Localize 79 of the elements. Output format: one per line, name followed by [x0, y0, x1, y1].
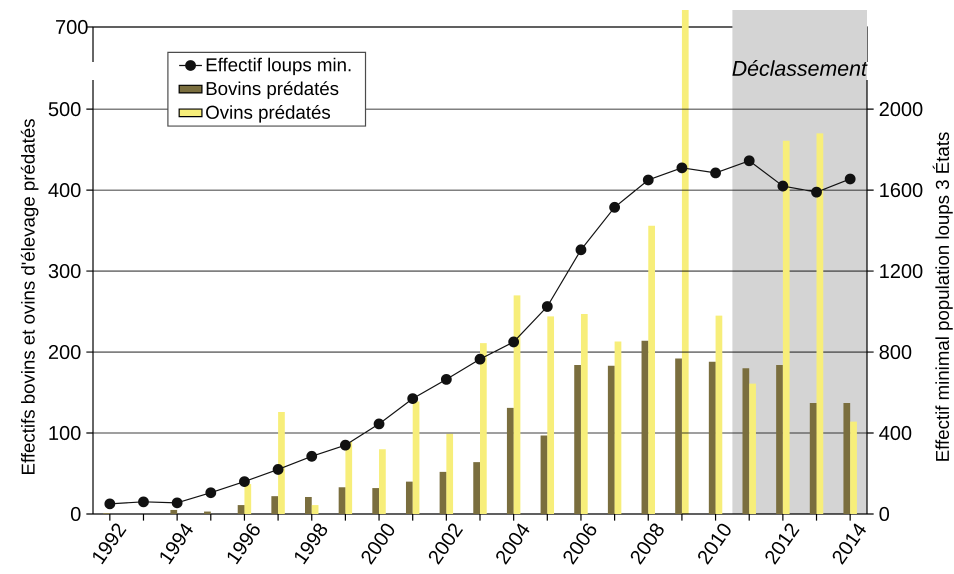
bar — [379, 449, 386, 514]
y2-tick-label: 400 — [879, 426, 912, 440]
bar — [312, 505, 318, 514]
bar — [338, 487, 346, 514]
y2-tick-label: 0 — [879, 506, 890, 522]
bar — [412, 401, 420, 514]
y2-tick-label: 1200 — [880, 264, 922, 278]
y-tick-label: 300 — [48, 264, 80, 278]
point — [474, 354, 486, 365]
bar — [749, 384, 756, 514]
point — [609, 202, 620, 213]
bar — [170, 510, 178, 514]
point — [205, 487, 216, 498]
point — [340, 440, 351, 451]
point — [374, 418, 384, 430]
point — [239, 476, 250, 487]
point — [676, 162, 688, 174]
bar — [540, 435, 548, 514]
point — [272, 464, 284, 475]
point — [710, 168, 721, 178]
y-tick-label: 0 — [70, 506, 81, 522]
y-tick-label: 100 — [49, 426, 80, 440]
y-tick-label: 200 — [48, 344, 80, 360]
bar — [244, 484, 252, 514]
bar — [406, 482, 413, 514]
bar — [506, 408, 514, 514]
y-axis-title: Effectifs bovins et ovins d'élevage prédatés — [20, 119, 38, 474]
y-tick-label: 400 — [48, 183, 80, 198]
legend-label: Bovins prédatés — [206, 81, 338, 99]
point — [777, 180, 788, 192]
bar — [446, 434, 454, 514]
y2-tick-label: 800 — [880, 344, 912, 360]
legend-label: Ovins prédatés — [206, 104, 330, 123]
bar — [782, 140, 790, 514]
text: 700 — [56, 20, 88, 34]
point — [508, 336, 520, 348]
bar — [574, 365, 581, 514]
point — [440, 374, 452, 385]
point — [104, 498, 116, 510]
bar — [810, 403, 817, 514]
point — [407, 393, 418, 404]
point — [576, 244, 586, 256]
bar — [372, 488, 380, 514]
bar — [776, 365, 783, 514]
point — [811, 186, 822, 198]
bar — [547, 316, 554, 514]
bar — [473, 462, 480, 514]
y-tick-label: 500 — [48, 102, 80, 116]
y2-tick-label: 2000 — [880, 102, 922, 116]
bar — [742, 368, 750, 514]
bar — [843, 403, 850, 514]
bar — [480, 343, 487, 514]
bar — [850, 422, 857, 514]
bar — [642, 340, 648, 514]
point — [172, 497, 183, 508]
bar — [648, 226, 655, 514]
point — [542, 301, 553, 312]
bar — [816, 133, 824, 514]
y2-tick-label: 1600 — [880, 183, 922, 198]
point — [306, 450, 318, 462]
y2-axis-title: Effectif minimal population loups 3 États — [932, 132, 953, 461]
bar — [305, 496, 312, 514]
bar — [238, 505, 244, 514]
point — [744, 155, 755, 166]
point — [642, 174, 654, 186]
bar — [716, 316, 722, 514]
bar — [675, 358, 682, 514]
point — [138, 496, 149, 508]
bar — [271, 496, 278, 514]
bar — [440, 472, 446, 514]
bar — [278, 412, 285, 514]
bar — [580, 314, 588, 514]
bar — [608, 366, 615, 514]
bar — [708, 362, 716, 514]
point — [844, 174, 856, 184]
legend-label: Effectif loups min. — [206, 58, 350, 76]
band-label: Déclassement — [732, 60, 868, 76]
bar — [514, 295, 520, 514]
bar — [614, 342, 622, 514]
